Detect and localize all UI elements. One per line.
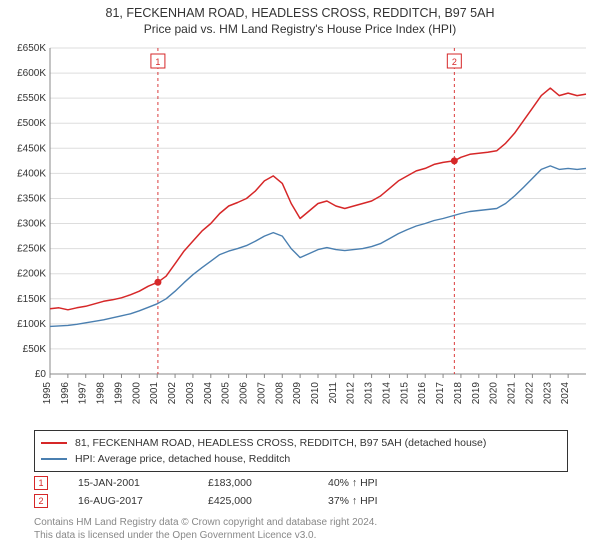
legend-item: 81, FECKENHAM ROAD, HEADLESS CROSS, REDD…: [41, 435, 561, 451]
svg-text:£450K: £450K: [17, 143, 46, 154]
svg-text:2020: 2020: [489, 382, 500, 405]
transactions-table: 1 15-JAN-2001 £183,000 40% ↑ HPI 2 16-AU…: [34, 474, 568, 510]
svg-text:£300K: £300K: [17, 219, 46, 230]
table-row: 1 15-JAN-2001 £183,000 40% ↑ HPI: [34, 474, 568, 492]
transaction-date: 15-JAN-2001: [78, 477, 208, 489]
svg-text:2014: 2014: [381, 382, 392, 405]
svg-text:2012: 2012: [346, 382, 357, 405]
svg-text:£550K: £550K: [17, 93, 46, 104]
transaction-pct: 37% ↑ HPI: [328, 495, 468, 507]
svg-text:2013: 2013: [364, 382, 375, 405]
svg-text:2017: 2017: [435, 382, 446, 405]
transaction-price: £425,000: [208, 495, 328, 507]
footer-line: Contains HM Land Registry data © Crown c…: [34, 516, 377, 529]
svg-text:1995: 1995: [42, 382, 53, 405]
svg-text:1999: 1999: [113, 382, 124, 405]
svg-text:2003: 2003: [185, 382, 196, 405]
title-subtitle: Price paid vs. HM Land Registry's House …: [0, 22, 600, 36]
chart-container: 81, FECKENHAM ROAD, HEADLESS CROSS, REDD…: [0, 0, 600, 560]
svg-text:1998: 1998: [96, 382, 107, 405]
svg-text:2010: 2010: [310, 382, 321, 405]
transaction-date: 16-AUG-2017: [78, 495, 208, 507]
svg-text:£100K: £100K: [17, 319, 46, 330]
svg-text:£150K: £150K: [17, 294, 46, 305]
footer-attribution: Contains HM Land Registry data © Crown c…: [34, 516, 377, 542]
legend-label: HPI: Average price, detached house, Redd…: [75, 453, 290, 465]
svg-text:2015: 2015: [399, 382, 410, 405]
svg-text:£650K: £650K: [17, 43, 46, 54]
legend-box: 81, FECKENHAM ROAD, HEADLESS CROSS, REDD…: [34, 430, 568, 472]
svg-text:2019: 2019: [471, 382, 482, 405]
svg-text:£200K: £200K: [17, 269, 46, 280]
svg-text:2018: 2018: [453, 382, 464, 405]
title-block: 81, FECKENHAM ROAD, HEADLESS CROSS, REDD…: [0, 0, 600, 38]
footer-line: This data is licensed under the Open Gov…: [34, 529, 377, 542]
transaction-marker-icon: 2: [34, 494, 48, 508]
svg-text:£350K: £350K: [17, 193, 46, 204]
svg-text:2022: 2022: [524, 382, 535, 405]
legend-swatch-icon: [41, 458, 67, 460]
title-address: 81, FECKENHAM ROAD, HEADLESS CROSS, REDD…: [0, 6, 600, 20]
svg-text:2009: 2009: [292, 382, 303, 405]
svg-text:2005: 2005: [221, 382, 232, 405]
svg-text:2002: 2002: [167, 382, 178, 405]
transaction-marker-icon: 1: [34, 476, 48, 490]
svg-text:2006: 2006: [239, 382, 250, 405]
svg-text:2: 2: [452, 57, 457, 67]
table-row: 2 16-AUG-2017 £425,000 37% ↑ HPI: [34, 492, 568, 510]
svg-text:£0: £0: [35, 369, 47, 380]
svg-text:1996: 1996: [60, 382, 71, 405]
svg-text:2004: 2004: [203, 382, 214, 405]
svg-text:1997: 1997: [78, 382, 89, 405]
transaction-price: £183,000: [208, 477, 328, 489]
legend-item: HPI: Average price, detached house, Redd…: [41, 451, 561, 467]
svg-text:2001: 2001: [149, 382, 160, 405]
svg-text:2011: 2011: [328, 382, 339, 404]
svg-text:1: 1: [155, 57, 160, 67]
legend-swatch-icon: [41, 442, 67, 444]
svg-text:£400K: £400K: [17, 168, 46, 179]
svg-text:2023: 2023: [542, 382, 553, 405]
transaction-pct: 40% ↑ HPI: [328, 477, 468, 489]
svg-text:£600K: £600K: [17, 68, 46, 79]
svg-text:2007: 2007: [256, 382, 267, 405]
svg-text:2021: 2021: [507, 382, 518, 405]
legend-label: 81, FECKENHAM ROAD, HEADLESS CROSS, REDD…: [75, 437, 486, 449]
svg-text:2000: 2000: [131, 382, 142, 405]
chart-area: £0 £50K £100K £150K £200K £250K £300K £350K £400…: [0, 42, 600, 422]
svg-text:£500K: £500K: [17, 118, 46, 129]
svg-text:2008: 2008: [274, 382, 285, 405]
svg-text:2016: 2016: [417, 382, 428, 405]
line-chart-svg: £0 £50K £100K £150K £200K £250K £300K £350K £400…: [0, 42, 600, 422]
svg-text:2024: 2024: [560, 382, 571, 405]
svg-text:£250K: £250K: [17, 244, 46, 255]
svg-text:£50K: £50K: [23, 344, 47, 355]
